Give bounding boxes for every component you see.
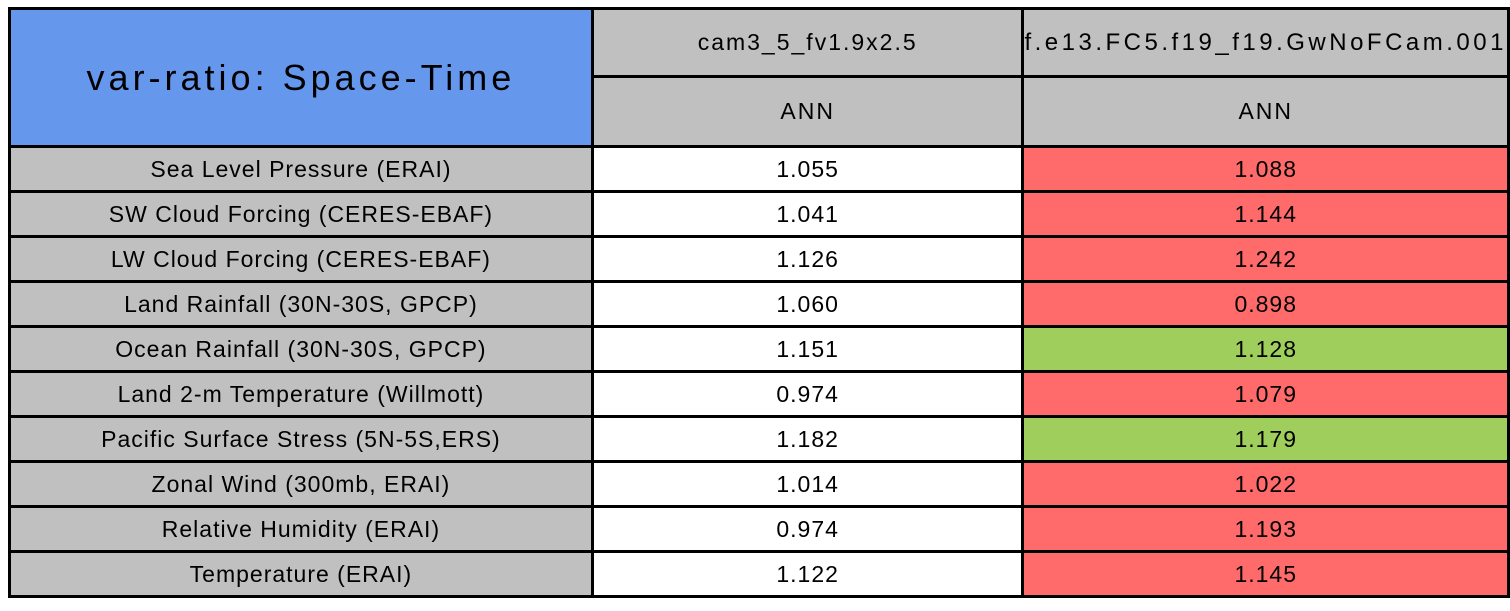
table-row: Sea Level Pressure (ERAI) 1.055 1.088 (8, 145, 1510, 193)
row-label: Temperature (ERAI) (8, 550, 594, 598)
value-cell-test: 1.022 (1021, 460, 1510, 508)
table-row: Pacific Surface Stress (5N-5S,ERS) 1.182… (8, 415, 1510, 463)
value-cell-baseline: 1.060 (590, 280, 1025, 328)
value-cell-test: 1.145 (1021, 550, 1510, 598)
table-body: Sea Level Pressure (ERAI) 1.055 1.088 SW… (8, 145, 1510, 598)
value-cell-baseline: 0.974 (590, 370, 1025, 418)
model-header-test: f.e13.FC5.f19_f19.GwNoFCam.001 (1021, 7, 1510, 78)
value-cell-baseline: 1.151 (590, 325, 1025, 373)
row-label: Sea Level Pressure (ERAI) (8, 145, 594, 193)
season-header-baseline: ANN (590, 75, 1025, 148)
value-cell-test: 1.179 (1021, 415, 1510, 463)
model-header-baseline: cam3_5_fv1.9x2.5 (590, 7, 1025, 78)
value-cell-test: 1.088 (1021, 145, 1510, 193)
table-row: Relative Humidity (ERAI) 0.974 1.193 (8, 505, 1510, 553)
table-row: Ocean Rainfall (30N-30S, GPCP) 1.151 1.1… (8, 325, 1510, 373)
table-row: SW Cloud Forcing (CERES-EBAF) 1.041 1.14… (8, 190, 1510, 238)
header-row-seasons: ANN ANN (10, 75, 1510, 148)
value-cell-baseline: 1.014 (590, 460, 1025, 508)
row-label: LW Cloud Forcing (CERES-EBAF) (8, 235, 594, 283)
row-label: Ocean Rainfall (30N-30S, GPCP) (8, 325, 594, 373)
table-header: var-ratio: Space-Time cam3_5_fv1.9x2.5 f… (8, 7, 1510, 148)
value-cell-baseline: 1.182 (590, 415, 1025, 463)
value-cell-test: 1.193 (1021, 505, 1510, 553)
value-cell-baseline: 1.122 (590, 550, 1025, 598)
value-cell-baseline: 1.055 (590, 145, 1025, 193)
row-label: Zonal Wind (300mb, ERAI) (8, 460, 594, 508)
table-row: Land Rainfall (30N-30S, GPCP) 1.060 0.89… (8, 280, 1510, 328)
season-header-test: ANN (1021, 75, 1510, 148)
value-cell-baseline: 1.041 (590, 190, 1025, 238)
value-cell-test: 1.128 (1021, 325, 1510, 373)
value-cell-test: 0.898 (1021, 280, 1510, 328)
table-title: var-ratio: Space-Time (8, 7, 594, 148)
value-cell-test: 1.079 (1021, 370, 1510, 418)
row-label: Relative Humidity (ERAI) (8, 505, 594, 553)
metrics-table: var-ratio: Space-Time cam3_5_fv1.9x2.5 f… (8, 7, 1510, 598)
table-row: Zonal Wind (300mb, ERAI) 1.014 1.022 (8, 460, 1510, 508)
table-row: LW Cloud Forcing (CERES-EBAF) 1.126 1.24… (8, 235, 1510, 283)
table-row: Land 2-m Temperature (Willmott) 0.974 1.… (8, 370, 1510, 418)
value-cell-baseline: 0.974 (590, 505, 1025, 553)
row-label: Land Rainfall (30N-30S, GPCP) (8, 280, 594, 328)
value-cell-test: 1.144 (1021, 190, 1510, 238)
value-cell-baseline: 1.126 (590, 235, 1025, 283)
table-row: Temperature (ERAI) 1.122 1.145 (8, 550, 1510, 598)
row-label: SW Cloud Forcing (CERES-EBAF) (8, 190, 594, 238)
value-cell-test: 1.242 (1021, 235, 1510, 283)
header-row-models: var-ratio: Space-Time cam3_5_fv1.9x2.5 f… (8, 7, 1510, 148)
row-label: Pacific Surface Stress (5N-5S,ERS) (8, 415, 594, 463)
row-label: Land 2-m Temperature (Willmott) (8, 370, 594, 418)
